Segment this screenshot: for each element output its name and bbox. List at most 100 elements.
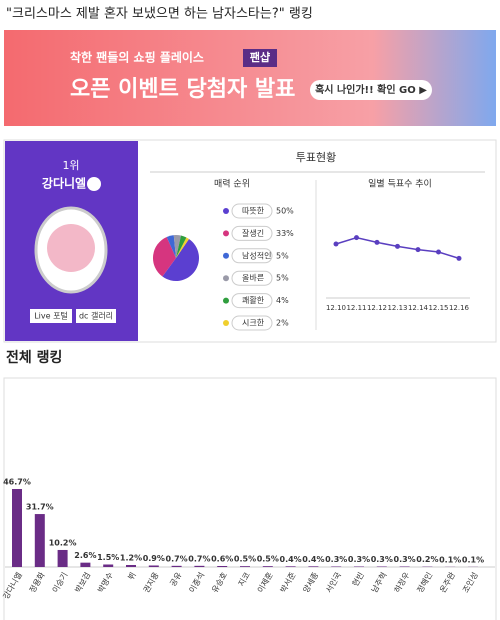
x-tick-label: 12.15: [428, 304, 448, 312]
banner[interactable]: [4, 30, 496, 126]
point: [354, 235, 359, 241]
vote-section-title: 투표현황: [296, 151, 336, 164]
legend-dot: [223, 275, 229, 282]
legend-box: [231, 203, 273, 219]
pie-title: 매력 순위: [214, 178, 250, 190]
value-label: 0.1%: [462, 555, 484, 564]
link-button[interactable]: [76, 309, 116, 323]
point: [374, 239, 380, 245]
value-label: 0.7%: [166, 554, 188, 563]
value-label: 0.1%: [439, 555, 461, 564]
banner-headline: 오픈 이벤트 당첨자 발표: [70, 77, 295, 102]
value-label: 0.3%: [394, 555, 416, 564]
value-label: 0.6%: [211, 554, 233, 563]
banner-tagline: 착한 팬들의 쇼핑 플레이스: [70, 50, 204, 65]
legend-box: [231, 270, 273, 286]
x-tick-label: 12.11: [346, 304, 366, 312]
value-label: 0.3%: [348, 555, 370, 564]
value-label: 0.3%: [371, 555, 393, 564]
bar: [103, 564, 114, 567]
legend-value: 33%: [276, 229, 294, 238]
value-label: 1.2%: [120, 553, 142, 562]
legend-value: 5%: [276, 274, 289, 283]
pie-slice: [152, 236, 176, 277]
value-label: 0.7%: [188, 554, 210, 563]
bar: [399, 566, 410, 567]
legend-value: 50%: [276, 207, 294, 216]
point: [415, 247, 421, 253]
legend-label: 따뜻한: [242, 207, 265, 216]
point: [436, 249, 441, 255]
pie-slice: [176, 235, 187, 258]
value-label: 31.7%: [26, 503, 54, 512]
value-label: 0.4%: [280, 555, 302, 564]
legend-value: 4%: [276, 296, 289, 305]
pie-slice: [176, 237, 189, 258]
pie-slice: [166, 235, 176, 258]
bar: [262, 566, 273, 567]
legend-box: [231, 248, 273, 264]
value-label: 0.5%: [257, 555, 279, 564]
x-tick-label: 뷔: [126, 571, 137, 582]
value-label: 1.5%: [97, 553, 119, 562]
profile-arrow[interactable]: [87, 177, 101, 191]
bar: [126, 564, 136, 567]
line-title: 일별 득표수 추이: [368, 179, 432, 190]
legend-box: [231, 293, 273, 309]
x-tick-label: 12.16: [449, 304, 470, 312]
bar: [148, 565, 159, 567]
value-label: 2.6%: [74, 551, 96, 560]
page-title: "크리스마스 제발 혼자 보냈으면 하는 남자스타는?" 랭킹: [6, 7, 313, 22]
x-tick-label: 12.13: [387, 304, 407, 312]
legend-dot: [223, 208, 229, 214]
bar: [331, 566, 342, 567]
value-label: 0.9%: [143, 554, 165, 563]
legend-label: 올바른: [242, 273, 264, 283]
value-label: 46.7%: [3, 478, 31, 487]
legend-box: [231, 225, 273, 241]
legend-label: 남성적인: [242, 250, 271, 260]
point: [395, 243, 400, 249]
link-button[interactable]: [30, 309, 72, 323]
bar: [354, 566, 364, 567]
value-label: 0.3%: [325, 555, 347, 564]
bar: [194, 565, 205, 567]
legend-box: [231, 315, 273, 331]
x-tick-label: 12.10: [326, 304, 346, 312]
legend-dot: [223, 320, 229, 326]
value-label: 0.5%: [234, 555, 256, 564]
x-tick-label: 12.14: [408, 304, 429, 312]
link-label: dc 갤러리: [79, 311, 113, 321]
point: [333, 241, 339, 247]
link-label: Live 포털: [34, 311, 68, 321]
value-label: 0.2%: [416, 555, 438, 564]
bar: [34, 514, 45, 567]
legend-value: 5%: [276, 251, 289, 260]
ranking-title: 전체 랭킹: [6, 349, 62, 366]
legend-dot: [223, 230, 229, 237]
banner-button[interactable]: [310, 80, 432, 100]
bar: [376, 566, 387, 567]
ranking-panel: [3, 377, 497, 620]
bar: [308, 566, 319, 567]
value-label: 0.4%: [302, 555, 324, 564]
banner-badge: 팬샵: [250, 50, 270, 64]
point: [456, 255, 462, 261]
bar: [171, 565, 182, 567]
bar: [240, 566, 250, 567]
bar: [285, 566, 296, 567]
legend-label: 쾌활한: [242, 295, 265, 305]
legend-dot: [223, 297, 229, 304]
profile-rank: 1위: [62, 159, 79, 172]
pie-slice: [173, 235, 182, 258]
banner-button-label: 혹시 나인가!! 확인 GO ▶: [315, 83, 427, 96]
value-label: 10.2%: [49, 538, 77, 547]
profile-photo: [47, 224, 95, 272]
bar: [12, 489, 22, 567]
legend-value: 2%: [276, 319, 289, 328]
legend-label: 시크한: [242, 319, 265, 328]
profile-name: 강다니엘: [42, 176, 86, 191]
legend-dot: [223, 252, 229, 259]
